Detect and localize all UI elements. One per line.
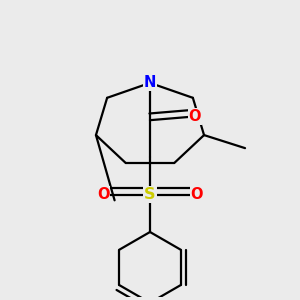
Text: N: N <box>144 75 156 90</box>
Text: S: S <box>144 187 156 202</box>
Text: O: O <box>97 187 110 202</box>
Text: O: O <box>188 109 201 124</box>
Text: O: O <box>190 187 203 202</box>
